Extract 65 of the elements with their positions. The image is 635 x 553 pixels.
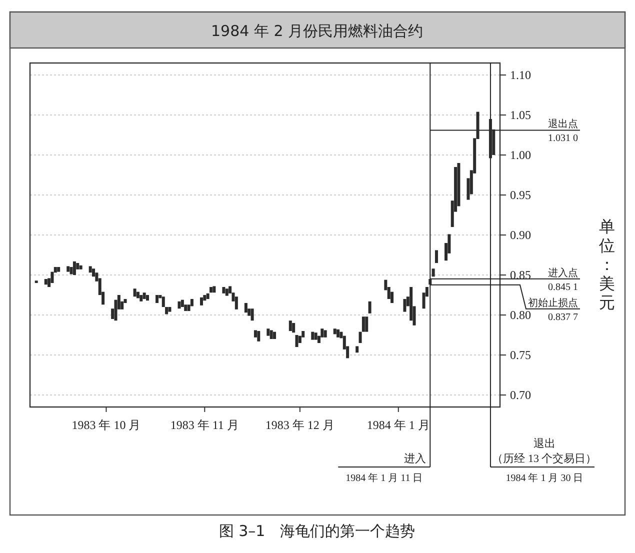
bar [324, 330, 327, 338]
bar [206, 293, 210, 299]
bar [270, 330, 273, 339]
y-tick-label: 0.70 [510, 388, 531, 402]
caption: 图 3–1 海龟们的第一个趋势 [218, 522, 416, 540]
x-tick-label: 1983 年 11 月 [170, 418, 239, 432]
bar [257, 331, 260, 342]
y-tick-label: 1.00 [510, 148, 531, 162]
bar [336, 329, 340, 338]
x-tick-label: 1983 年 10 月 [72, 418, 141, 432]
y-tick-label: 1.05 [510, 108, 531, 122]
bar [133, 288, 136, 297]
bar [234, 296, 238, 310]
bar [222, 287, 226, 294]
bar [178, 301, 181, 309]
ref-line-label: 退出（历经 13 个交易日） 1984 年 1 月 30 日 [492, 437, 597, 484]
y-tick-label: 0.90 [510, 228, 531, 242]
bar [365, 316, 368, 332]
ref-line-label: 退出点 1.031 0 [548, 118, 578, 144]
bar [180, 300, 184, 307]
ref-line-label: 进入 1984 年 1 月 11 日 [346, 452, 426, 484]
bar [146, 295, 149, 301]
bar [362, 316, 365, 332]
bar [358, 332, 362, 343]
bar [168, 307, 172, 312]
bar [142, 292, 146, 299]
bar [403, 299, 406, 312]
bar [333, 328, 336, 334]
bar [136, 292, 140, 298]
bar [44, 279, 48, 285]
bar [434, 250, 438, 263]
x-tick-label: 1984 年 1 月 [366, 418, 430, 432]
bar [368, 301, 372, 314]
ref-line-label: 进入点 0.845 1 [548, 266, 578, 293]
bar [79, 265, 82, 270]
y-tick-label: 0.95 [510, 188, 531, 202]
bar [212, 286, 216, 293]
bar [314, 332, 318, 340]
bar [88, 266, 92, 273]
y-tick-label: 0.75 [510, 348, 531, 362]
y-axis-title: 单位：美元 [599, 218, 615, 312]
bar [57, 267, 60, 272]
bar [273, 332, 276, 339]
bar [288, 320, 292, 331]
chart-title: 1984 年 2 月份民用燃料油合约 [210, 22, 424, 40]
bar [156, 295, 159, 303]
bar [162, 296, 165, 307]
bar [165, 307, 168, 314]
bar [225, 288, 228, 296]
bar [254, 330, 257, 338]
bar [66, 266, 70, 272]
bar [250, 308, 254, 321]
bar [356, 346, 359, 353]
bar [311, 332, 314, 340]
y-tick-label: 0.80 [510, 308, 531, 322]
bar [295, 335, 298, 347]
bar [266, 328, 270, 336]
bar [72, 261, 76, 275]
bar [210, 287, 213, 293]
bar [200, 297, 203, 306]
bar [292, 323, 296, 333]
bar [140, 295, 143, 302]
x-tick-label: 1983 年 12 月 [265, 418, 334, 432]
bar [244, 303, 248, 313]
y-tick-label: 1.10 [510, 68, 531, 82]
